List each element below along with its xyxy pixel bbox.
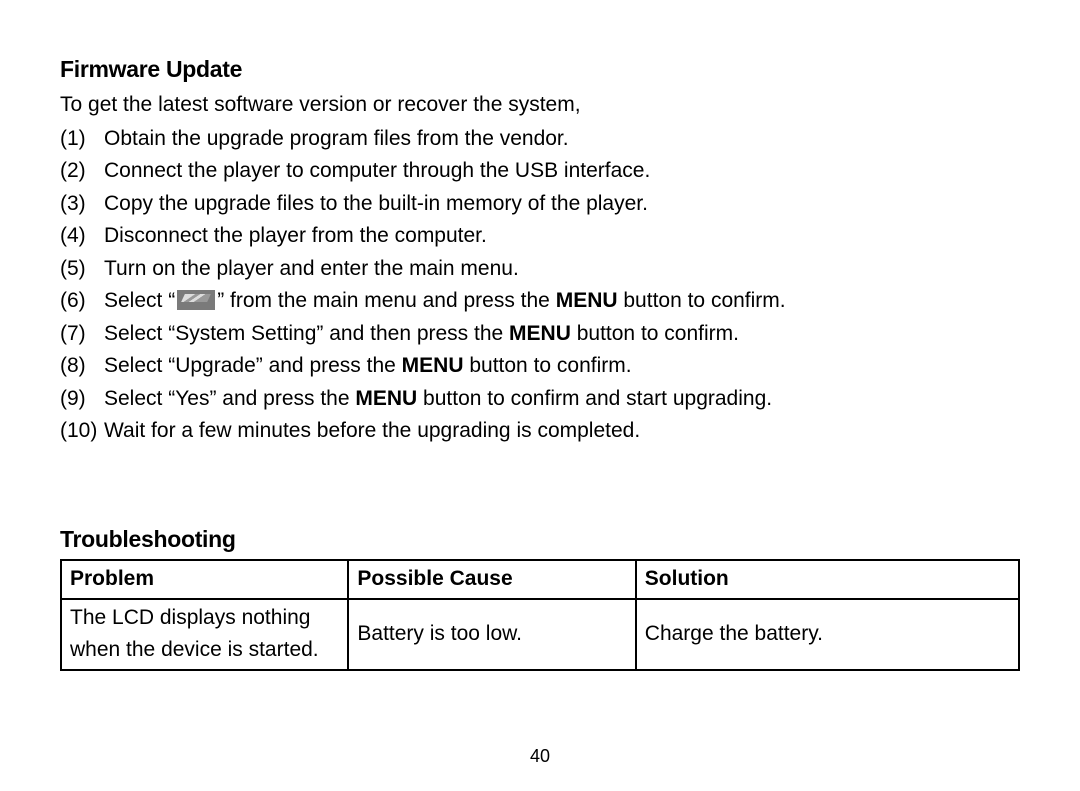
menu-bold-label: MENU xyxy=(556,289,618,312)
step-text: Wait for a few minutes before the upgrad… xyxy=(104,415,1020,448)
step-item: (5)Turn on the player and enter the main… xyxy=(60,253,1020,286)
step-text: Select “” from the main menu and press t… xyxy=(104,285,1020,318)
step-item: (7)Select “System Setting” and then pres… xyxy=(60,318,1020,351)
step-text: Select “Yes” and press the MENU button t… xyxy=(104,383,1020,416)
step-text: Turn on the player and enter the main me… xyxy=(104,253,1020,286)
step-number: (7) xyxy=(60,318,104,351)
step-number: (5) xyxy=(60,253,104,286)
step-number: (8) xyxy=(60,350,104,383)
table-cell: The LCD displays nothing when the device… xyxy=(61,599,348,670)
troubleshoot-heading: Troubleshooting xyxy=(60,526,1020,553)
step-text: Connect the player to computer through t… xyxy=(104,155,1020,188)
step-item: (8)Select “Upgrade” and press the MENU b… xyxy=(60,350,1020,383)
col-cause: Possible Cause xyxy=(348,560,635,600)
firmware-steps: (1)Obtain the upgrade program files from… xyxy=(60,123,1020,448)
step-item: (1)Obtain the upgrade program files from… xyxy=(60,123,1020,156)
step-text: Copy the upgrade files to the built-in m… xyxy=(104,188,1020,221)
col-problem: Problem xyxy=(61,560,348,600)
step-number: (2) xyxy=(60,155,104,188)
table-cell: Battery is too low. xyxy=(348,599,635,670)
step-number: (4) xyxy=(60,220,104,253)
col-solution: Solution xyxy=(636,560,1019,600)
firmware-intro: To get the latest software version or re… xyxy=(60,89,1020,121)
table-header-row: Problem Possible Cause Solution xyxy=(61,560,1019,600)
menu-bold-label: MENU xyxy=(402,354,464,377)
menu-bold-label: MENU xyxy=(355,387,417,410)
step-text: Obtain the upgrade program files from th… xyxy=(104,123,1020,156)
step-item: (4)Disconnect the player from the comput… xyxy=(60,220,1020,253)
table-cell: Charge the battery. xyxy=(636,599,1019,670)
step-item: (9)Select “Yes” and press the MENU butto… xyxy=(60,383,1020,416)
menu-bold-label: MENU xyxy=(509,322,571,345)
troubleshoot-table: Problem Possible Cause Solution The LCD … xyxy=(60,559,1020,672)
step-number: (3) xyxy=(60,188,104,221)
step-number: (1) xyxy=(60,123,104,156)
step-number: (6) xyxy=(60,285,104,318)
step-item: (6)Select “” from the main menu and pres… xyxy=(60,285,1020,318)
table-row: The LCD displays nothing when the device… xyxy=(61,599,1019,670)
step-number: (10) xyxy=(60,415,104,448)
settings-icon xyxy=(177,290,215,310)
step-number: (9) xyxy=(60,383,104,416)
step-text: Select “Upgrade” and press the MENU butt… xyxy=(104,350,1020,383)
step-item: (10)Wait for a few minutes before the up… xyxy=(60,415,1020,448)
step-text: Disconnect the player from the computer. xyxy=(104,220,1020,253)
step-item: (2)Connect the player to computer throug… xyxy=(60,155,1020,188)
page-number: 40 xyxy=(0,746,1080,767)
step-text: Select “System Setting” and then press t… xyxy=(104,318,1020,351)
firmware-heading: Firmware Update xyxy=(60,56,1020,83)
step-item: (3)Copy the upgrade files to the built-i… xyxy=(60,188,1020,221)
